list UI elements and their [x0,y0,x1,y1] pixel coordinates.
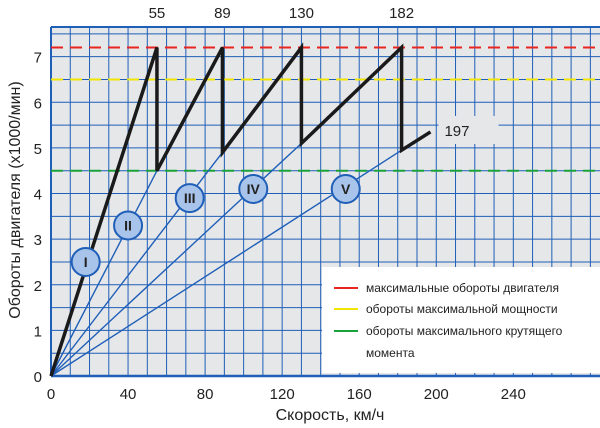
shift-speed-label: 182 [389,5,414,22]
shift-speed-label: 130 [289,5,314,22]
legend-entry: обороты максимального крутящего [366,324,563,338]
legend-entry: максимальные обороты двигателя [366,281,559,295]
shift-speed-label: 89 [214,5,231,22]
x-tick-label: 0 [47,386,55,403]
x-tick-label: 120 [270,386,295,403]
x-tick-label: 40 [120,386,137,403]
y-tick-label: 5 [34,141,42,158]
x-tick-label: 240 [501,386,526,403]
x-tick-label: 80 [197,386,214,403]
gear-badge-label: IV [247,181,261,197]
legend: максимальные обороты двигателя обороты м… [322,267,600,373]
x-tick-label: 160 [347,386,372,403]
gear-badge-label: II [124,217,132,233]
y-tick-label: 2 [34,278,42,295]
y-axis-label: Обороты двигателя (x1000/мин) [7,81,24,318]
x-axis-label: Скорость, км/ч [276,407,385,424]
gear-badge-label: III [184,190,196,206]
legend-box [322,267,600,373]
gear-badge [330,173,361,204]
gear-line [50,170,158,377]
legend-entry: момента [366,346,415,360]
y-tick-label: 0 [34,369,42,386]
y-tick-label: 1 [34,323,42,340]
y-tick-label: 7 [34,50,42,67]
shift-speed-label: 55 [149,5,166,22]
sawtooth-line [49,42,432,377]
y-tick-label: 3 [34,232,42,249]
top-speed-label-bg [438,115,499,144]
gear-badge [70,246,101,277]
y-tick-label: 6 [34,95,42,112]
gear-badge-label: V [341,181,351,197]
top-speed-label: 197 [444,123,469,140]
gear-badge-label: I [84,254,88,270]
gear-badge [174,183,205,214]
legend-entry: обороты максимальной мощности [366,302,558,316]
y-tick-label: 4 [34,187,42,204]
gear-badge [113,210,144,241]
x-tick-label: 200 [424,386,449,403]
gear-badge [238,173,269,204]
